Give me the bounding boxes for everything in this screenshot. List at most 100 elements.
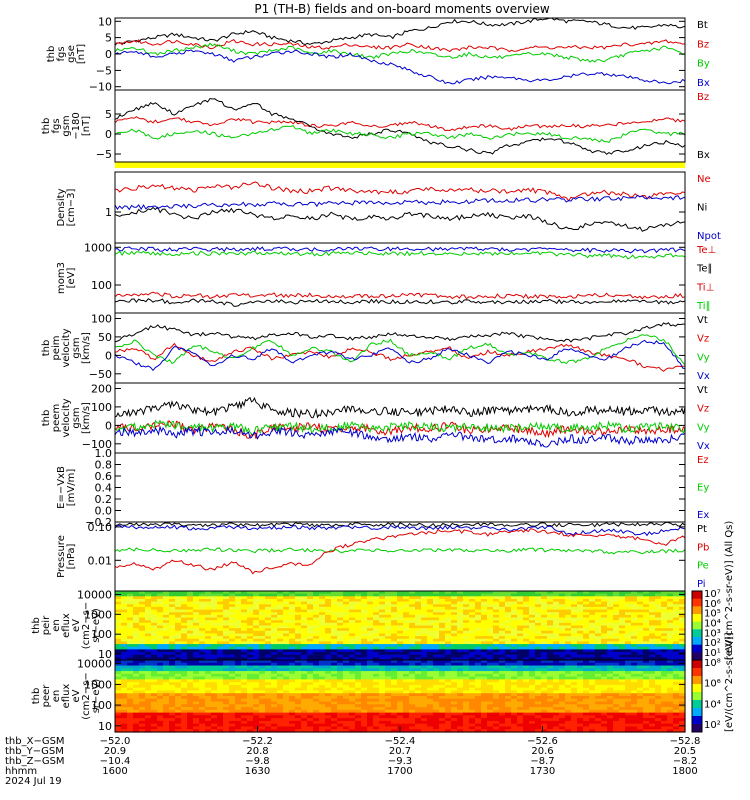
spectrogram-cell — [655, 601, 662, 605]
spectrogram-cell — [529, 704, 536, 708]
spectrogram-cell — [175, 596, 182, 600]
spectrogram-cell — [223, 709, 230, 714]
spectrogram-cell — [379, 620, 386, 624]
spectrogram-cell — [523, 676, 530, 680]
spectrogram-cell — [475, 696, 482, 700]
spectrogram-cell — [325, 606, 332, 611]
spectrogram-cell — [427, 707, 434, 711]
spectrogram-cell — [421, 707, 428, 711]
spectrogram-cell — [247, 628, 254, 632]
spectrogram-cell — [331, 665, 338, 669]
spectrogram-cell — [499, 604, 506, 608]
spectrogram-cell — [217, 715, 224, 719]
spectrogram-cell — [487, 671, 494, 675]
spectrogram-cell — [193, 628, 200, 632]
spectrogram-cell — [589, 662, 596, 667]
spectrogram-cell — [295, 609, 302, 613]
spectrogram-cell — [517, 612, 524, 616]
spectrogram-cell — [433, 720, 440, 725]
spectrogram-cell — [217, 684, 224, 689]
spectrogram-cell — [385, 696, 392, 700]
spectrogram-cell — [205, 652, 212, 656]
spectrogram-cell — [649, 620, 656, 624]
spectrogram-cell — [289, 614, 296, 619]
spectrogram-cell — [547, 633, 554, 637]
spectrogram-cell — [577, 715, 584, 719]
spectrogram-cell — [427, 715, 434, 719]
spectrogram-cell — [223, 601, 230, 605]
spectrogram-cell — [451, 693, 458, 697]
spectrogram-cell — [463, 679, 470, 683]
spectrogram-cell — [439, 715, 446, 719]
spectrogram-cell — [301, 646, 308, 650]
spectrogram-cell — [595, 652, 602, 656]
spectrogram-cell — [139, 660, 146, 664]
spectrogram-cell — [139, 668, 146, 672]
spectrogram-cell — [409, 604, 416, 608]
spectrogram-cell — [667, 693, 674, 697]
spectrogram-cell — [475, 668, 482, 672]
spectrogram-cell — [433, 604, 440, 608]
spectrogram-cell — [535, 704, 542, 708]
spectrogram-cell — [511, 598, 518, 603]
spectrogram-cell — [439, 625, 446, 629]
spectrogram-cell — [529, 662, 536, 667]
spectrogram-cell — [205, 676, 212, 680]
spectrogram-cell — [649, 591, 656, 595]
spectrogram-cell — [445, 712, 452, 716]
spectrogram-cell — [271, 630, 278, 635]
spectrogram-cell — [151, 720, 158, 725]
spectrogram-cell — [349, 657, 356, 661]
spectrogram-cell — [637, 673, 644, 678]
spectrogram-cell — [523, 701, 530, 705]
spectrogram-cell — [487, 662, 494, 667]
spectrogram-cell — [319, 671, 326, 675]
spectrogram-cell — [493, 673, 500, 678]
spectrogram-cell — [421, 673, 428, 678]
spectrogram-cell — [499, 690, 506, 694]
spectrogram-cell — [541, 620, 548, 624]
spectrogram-cell — [271, 657, 278, 661]
spectrogram-cell — [307, 593, 314, 597]
spectrogram-cell — [367, 687, 374, 692]
spectrogram-cell — [631, 712, 638, 716]
spectrogram-cell — [139, 682, 146, 686]
spectrogram-cell — [361, 709, 368, 714]
spectrogram-cell — [547, 614, 554, 619]
spectrogram-cell — [403, 612, 410, 616]
spectrogram-cell — [379, 628, 386, 632]
spectrogram-cell — [241, 598, 248, 603]
spectrogram-cell — [445, 679, 452, 683]
spectrogram-cell — [295, 668, 302, 672]
spectrogram-cell — [145, 707, 152, 711]
spectrogram-cell — [481, 614, 488, 619]
spectrogram-cell — [325, 709, 332, 714]
spectrogram-cell — [199, 609, 206, 613]
spectrogram-cell — [463, 633, 470, 637]
spectrogram-cell — [559, 625, 566, 629]
spectrogram-cell — [187, 636, 194, 640]
spectrogram-cell — [553, 644, 560, 648]
spectrogram-cell — [487, 617, 494, 621]
spectrogram-cell — [649, 723, 656, 728]
spectrogram-cell — [673, 660, 680, 664]
spectrogram-cell — [307, 662, 314, 667]
spectrogram-cell — [163, 712, 170, 716]
spectrogram-cell — [253, 593, 260, 597]
spectrogram-cell — [289, 604, 296, 608]
spectrogram-cell — [193, 652, 200, 656]
spectrogram-cell — [511, 723, 518, 728]
spectrogram-cell — [655, 596, 662, 600]
spectrogram-cell — [343, 696, 350, 700]
spectrogram-cell — [469, 628, 476, 632]
spectrogram-cell — [121, 726, 128, 730]
spectrogram-cell — [181, 609, 188, 613]
spectrogram-cell — [307, 641, 314, 645]
spectrogram-cell — [529, 606, 536, 611]
spectrogram-cell — [163, 726, 170, 730]
spectrogram-cell — [337, 709, 344, 714]
spectrogram-cell — [151, 654, 158, 658]
spectrogram-cell — [595, 662, 602, 667]
spectrogram-cell — [589, 591, 596, 595]
